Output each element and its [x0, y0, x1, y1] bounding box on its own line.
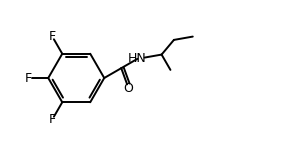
Text: HN: HN — [128, 52, 147, 65]
Text: F: F — [49, 113, 56, 126]
Text: O: O — [124, 82, 133, 95]
Text: F: F — [25, 71, 32, 85]
Text: F: F — [49, 30, 56, 43]
